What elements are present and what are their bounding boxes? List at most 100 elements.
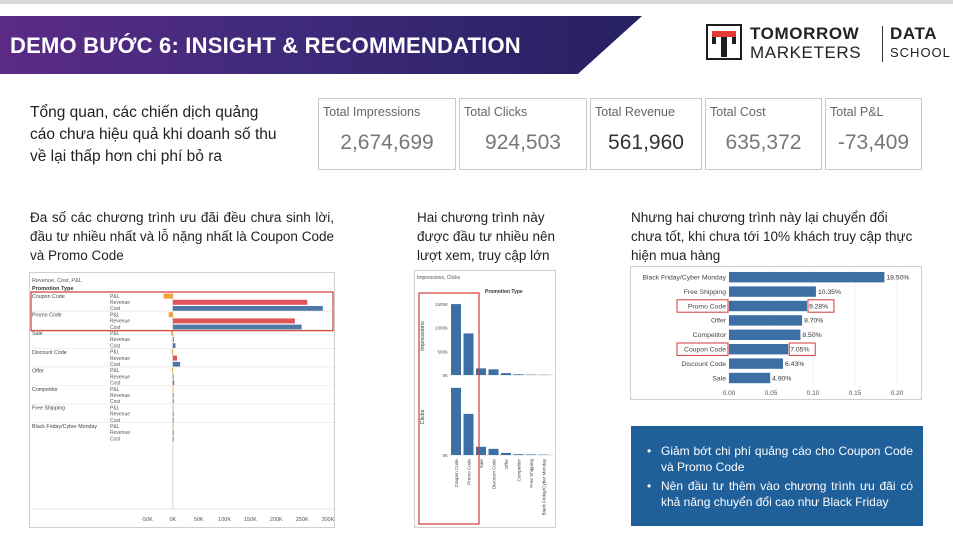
impressions-axis-label: Impressions [420,321,426,351]
kpi-impressions: Total Impressions 2,674,699 [318,98,456,170]
bar-revenue [172,299,308,305]
highlight-value-box [788,342,816,356]
x-tick-label: 0.20 [891,390,904,397]
data-label: 7.05% [790,347,809,354]
bar-revenue [172,392,174,398]
bar-pnl [171,349,173,355]
clicks-bar [476,446,486,455]
category-label: Competitor [693,332,727,339]
category-label: Offer [32,368,44,374]
kpi-clicks: Total Clicks 924,503 [459,98,587,170]
overview-text: Tổng quan, các chiến dịch quảng cáo chưa… [30,104,277,165]
kpi-value: 924,503 [485,131,561,154]
measure-label: Cost [110,418,121,424]
clicks-bar [501,452,511,455]
data-label: 8.50% [802,332,821,339]
clicks-bar [451,387,461,455]
bar-revenue [172,337,174,342]
measure-label: Cost [110,399,121,405]
bar-cost [172,361,181,367]
conversion-chart-panel: 0.00 0.05 0.10 0.15 0.20 Black Friday/Cyber M… [630,266,922,400]
conversion-bar [729,344,789,355]
column-header: Promotion Type [485,289,523,295]
conversion-bar [729,272,885,283]
category-label: Free Shipping [684,289,727,296]
kpi-pnl: Total P&L -73,409 [825,98,922,170]
category-label: Black Friday/Cyber Monday [32,424,97,430]
measure-label: Cost [110,343,121,349]
kpi-cost: Total Cost 635,372 [705,98,822,170]
measure-label: Revenue [110,374,130,380]
bar-pnl [171,330,173,336]
category-label: Coupon Code [32,294,65,300]
x-tick-label: 300K [322,517,334,523]
impressions-tick-label: 500K [437,349,448,354]
measure-label: P&L [110,424,120,430]
conversion-bar [729,286,816,297]
category-label: Promo Code [688,303,726,310]
brand-logo: TOMORROW MARKETERS DATA SCHOOL [706,22,950,66]
impressions-tick-label: 0K [442,373,448,378]
category-label: Offer [504,459,509,470]
data-label: 9.28% [809,303,828,310]
category-label: Free Shipping [529,459,534,488]
kpi-label: Total Impressions [323,105,421,119]
category-label: Sale [712,375,726,382]
category-label: Sale [479,459,484,469]
kpi-value: 635,372 [725,131,802,154]
category-label: Discount Code [32,350,67,356]
traffic-chart: Impressions, Clicks Promotion Type Impress… [417,275,553,525]
conversion-bar [729,372,771,384]
measure-label: Cost [110,362,121,368]
category-label: Black Friday/Cyber Monday [643,275,727,282]
kpi-value: 2,674,699 [340,131,434,154]
clicks-axis-label: Clicks [420,409,426,424]
measure-label: Revenue [110,300,130,306]
conversion-bar [729,329,801,340]
conversion-bar [729,300,807,312]
caption-pnl-chart: Đa số các chương trình ưu đãi đều chưa s… [30,210,334,263]
bar-revenue [172,374,174,380]
impressions-bar [476,368,486,375]
measure-label: Cost [110,381,121,387]
kpi-row: Total Impressions 2,674,699 Total Clicks… [318,98,922,170]
highlight-label-box [676,299,729,313]
chart-title: Revenue, Cost, P&L [32,278,82,284]
category-label: Sale [32,331,43,337]
bar-pnl [172,405,174,411]
kpi-label: Total Clicks [464,105,528,119]
measure-label: P&L [110,294,120,300]
recommendation-box: Giảm bớt chi phí quảng cáo cho Coupon Co… [631,426,923,526]
bar-pnl [163,293,173,299]
impressions-tick-label: 1500K [435,302,448,307]
category-label: Free Shipping [32,406,65,412]
x-tick-label: 250K [296,517,309,523]
traffic-chart-panel: Impressions, Clicks Promotion Type Impress… [414,270,556,528]
bar-pnl [172,368,173,373]
highlight-box [30,291,334,332]
category-label: Competitor [32,387,58,393]
x-tick-label: 100K [218,517,231,523]
bar-cost [172,380,175,386]
bar-cost [172,324,302,330]
bar-pnl [172,423,174,429]
page-title: DEMO BƯỚC 6: INSIGHT & RECOMMENDATION [10,33,521,58]
logo-text-tomorrow: TOMORROW [750,24,860,43]
category-label: Black Friday/Cyber Monday [542,458,547,515]
kpi-value: -73,409 [837,131,910,154]
measure-label: P&L [110,387,120,393]
data-label: 8.70% [804,318,823,325]
measure-label: Revenue [110,412,130,418]
measure-label: P&L [110,350,120,356]
data-label: 18.50% [886,275,909,282]
measure-label: Revenue [110,319,130,325]
logo-text-data: DATA [890,24,938,43]
data-label: 4.90% [772,375,791,382]
kpi-label: Total Revenue [595,105,675,119]
bar-cost [172,306,323,311]
x-tick-label: 0.15 [849,390,862,397]
highlight-box [418,292,480,525]
recommendation-item: Giảm bớt chi phí quảng cáo cho Coupon Co… [641,443,913,475]
x-tick-label: -50K [141,517,153,523]
measure-label: P&L [110,331,120,337]
